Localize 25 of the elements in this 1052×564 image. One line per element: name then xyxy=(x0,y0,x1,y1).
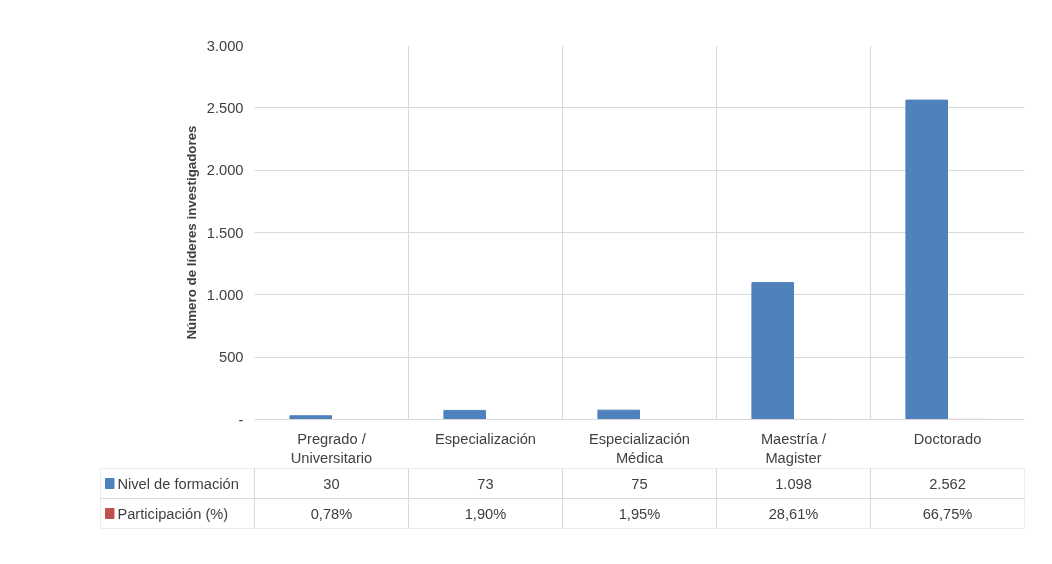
x-tick-label: Especialización xyxy=(434,430,537,447)
legend-label: Participación (%) xyxy=(117,505,229,522)
y-tick-label: 2.500 xyxy=(206,99,244,116)
data-label: 28,61% xyxy=(768,505,819,522)
data-label: 1,90% xyxy=(464,505,507,522)
x-tick-label: Maestría / Magister xyxy=(760,430,828,466)
legend-label: Nivel de formación xyxy=(117,475,239,492)
y-axis-title: Número de líderes investigadores xyxy=(183,125,199,340)
y-tick-label: 2.000 xyxy=(206,162,244,179)
data-label: 1,95% xyxy=(618,505,661,522)
data-label: 73 xyxy=(477,475,494,492)
x-tick-label: Pregrado / Universitario xyxy=(290,430,373,466)
x-tick-label: Doctorado xyxy=(913,430,982,447)
y-tick-label: 1.000 xyxy=(206,286,244,303)
y-tick-label: 500 xyxy=(219,349,244,366)
y-tick-label: 1.500 xyxy=(206,224,244,241)
data-label: 2.562 xyxy=(929,475,966,492)
data-label: 30 xyxy=(323,475,340,492)
data-label: 1.098 xyxy=(775,475,812,492)
y-tick-label: 3.000 xyxy=(206,37,244,54)
y-tick-label: - xyxy=(238,411,244,428)
data-label: 66,75% xyxy=(922,505,973,522)
x-tick-label: Especialización Médica xyxy=(588,430,691,466)
data-label: 0,78% xyxy=(310,505,353,522)
data-label: 75 xyxy=(631,475,648,492)
